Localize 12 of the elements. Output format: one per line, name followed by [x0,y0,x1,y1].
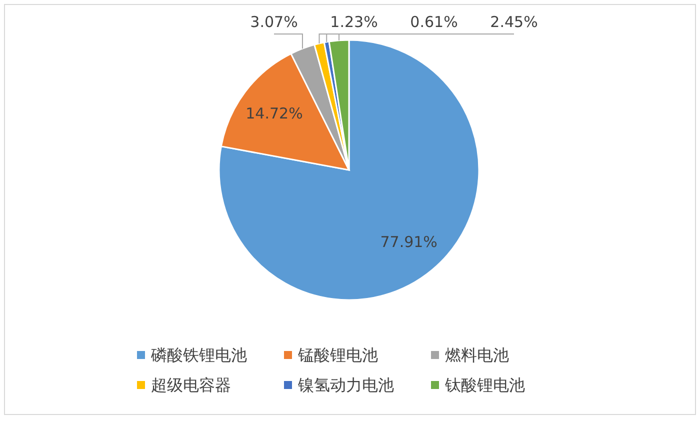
data-label: 3.07% [250,13,298,31]
legend-label: 锰酸锂电池 [297,346,378,364]
legend-label: 镍氢动力电池 [297,376,394,394]
legend-label: 燃料电池 [445,346,509,364]
data-label: 77.91% [380,232,438,251]
data-label: 14.72% [246,104,303,123]
legend-label: 钛酸锂电池 [444,376,525,394]
legend-label: 磷酸铁锂电池 [150,346,247,364]
legend-label: 超级电容器 [151,376,231,394]
data-label: 1.23% [330,13,378,31]
data-label: 2.45% [490,13,538,31]
data-label: 0.61% [410,13,458,31]
